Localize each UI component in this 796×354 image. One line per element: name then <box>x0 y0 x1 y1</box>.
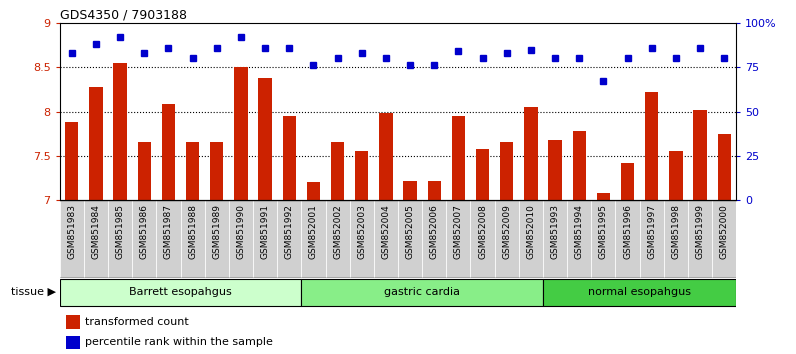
Bar <box>525 107 537 200</box>
Bar <box>283 116 296 200</box>
Bar <box>669 152 682 200</box>
Bar <box>572 131 586 200</box>
Bar <box>494 200 519 278</box>
Bar <box>156 200 181 278</box>
Text: GSM851986: GSM851986 <box>140 204 149 259</box>
Text: GSM852004: GSM852004 <box>381 204 390 259</box>
Bar <box>712 200 736 278</box>
Bar <box>615 200 640 278</box>
Text: GSM851999: GSM851999 <box>696 204 704 259</box>
Text: GSM852003: GSM852003 <box>357 204 366 259</box>
Bar <box>89 87 103 200</box>
Bar <box>234 67 248 200</box>
Text: GDS4350 / 7903188: GDS4350 / 7903188 <box>60 9 187 22</box>
Text: GSM851989: GSM851989 <box>213 204 221 259</box>
Bar <box>259 78 271 200</box>
Bar <box>277 200 302 278</box>
Text: GSM852000: GSM852000 <box>720 204 728 259</box>
Bar <box>543 200 567 278</box>
Bar <box>548 140 562 200</box>
Text: GSM851991: GSM851991 <box>260 204 270 259</box>
Bar <box>567 200 591 278</box>
Bar <box>181 200 205 278</box>
Bar <box>66 315 80 329</box>
Text: GSM851998: GSM851998 <box>671 204 681 259</box>
Bar <box>66 336 80 349</box>
Text: GSM851984: GSM851984 <box>92 204 100 259</box>
Bar <box>306 182 320 200</box>
Bar <box>591 200 615 278</box>
Text: GSM851987: GSM851987 <box>164 204 173 259</box>
Text: Barrett esopahgus: Barrett esopahgus <box>129 287 232 297</box>
Text: GSM852008: GSM852008 <box>478 204 487 259</box>
Text: GSM852009: GSM852009 <box>502 204 511 259</box>
Text: GSM851990: GSM851990 <box>236 204 245 259</box>
Bar <box>302 200 326 278</box>
Bar <box>452 116 465 200</box>
Bar <box>664 200 688 278</box>
Text: GSM851997: GSM851997 <box>647 204 656 259</box>
Text: GSM851995: GSM851995 <box>599 204 608 259</box>
Text: GSM851988: GSM851988 <box>188 204 197 259</box>
Bar <box>229 200 253 278</box>
Text: GSM852007: GSM852007 <box>454 204 463 259</box>
Text: GSM852001: GSM852001 <box>309 204 318 259</box>
Bar <box>500 142 513 200</box>
Bar <box>302 279 543 307</box>
Bar <box>470 200 494 278</box>
Bar <box>597 193 610 200</box>
Text: GSM851985: GSM851985 <box>115 204 125 259</box>
Text: GSM852002: GSM852002 <box>333 204 342 259</box>
Bar <box>355 152 369 200</box>
Bar <box>379 113 392 200</box>
Text: GSM852010: GSM852010 <box>526 204 536 259</box>
Bar <box>60 279 302 307</box>
Bar <box>138 142 151 200</box>
Bar <box>84 200 108 278</box>
Bar <box>60 200 84 278</box>
Text: GSM851996: GSM851996 <box>623 204 632 259</box>
Bar <box>621 163 634 200</box>
Bar <box>543 279 736 307</box>
Text: GSM852006: GSM852006 <box>430 204 439 259</box>
Bar <box>645 92 658 200</box>
Bar <box>447 200 470 278</box>
Text: GSM851994: GSM851994 <box>575 204 583 259</box>
Bar <box>717 133 731 200</box>
Bar <box>404 181 417 200</box>
Bar <box>186 142 199 200</box>
Text: tissue ▶: tissue ▶ <box>10 286 56 296</box>
Bar <box>374 200 398 278</box>
Bar <box>210 142 224 200</box>
Bar <box>349 200 374 278</box>
Bar <box>108 200 132 278</box>
Text: GSM851993: GSM851993 <box>551 204 560 259</box>
Bar <box>253 200 277 278</box>
Text: GSM852005: GSM852005 <box>406 204 415 259</box>
Bar <box>688 200 712 278</box>
Bar <box>427 181 441 200</box>
Bar <box>65 122 79 200</box>
Bar <box>693 110 707 200</box>
Bar <box>398 200 422 278</box>
Text: transformed count: transformed count <box>85 317 189 327</box>
Text: GSM851992: GSM851992 <box>285 204 294 259</box>
Text: GSM851983: GSM851983 <box>68 204 76 259</box>
Bar <box>519 200 543 278</box>
Bar <box>205 200 229 278</box>
Bar <box>326 200 349 278</box>
Bar <box>162 104 175 200</box>
Bar <box>114 63 127 200</box>
Text: gastric cardia: gastric cardia <box>384 287 460 297</box>
Bar <box>476 149 490 200</box>
Text: normal esopahgus: normal esopahgus <box>588 287 691 297</box>
Bar <box>331 142 344 200</box>
Bar <box>640 200 664 278</box>
Bar <box>422 200 447 278</box>
Bar <box>132 200 156 278</box>
Text: percentile rank within the sample: percentile rank within the sample <box>85 337 273 348</box>
